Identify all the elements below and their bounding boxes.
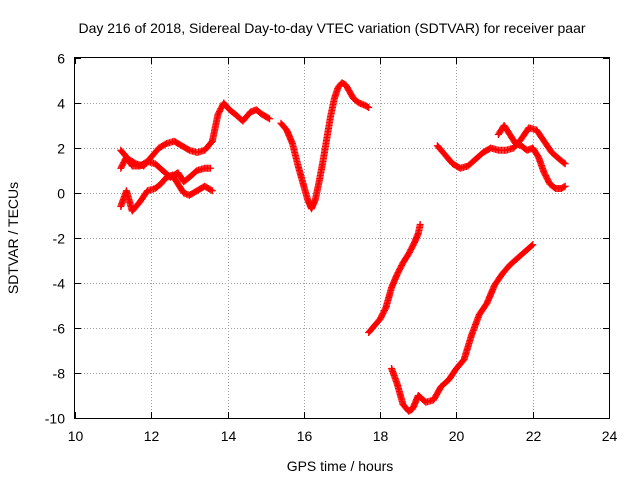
series-8 bbox=[433, 124, 569, 172]
data-point bbox=[264, 114, 272, 122]
y-tick-label: -10 bbox=[45, 411, 65, 427]
series-3 bbox=[277, 79, 373, 213]
chart-title: Day 216 of 2018, Sidereal Day-to-day VTE… bbox=[78, 20, 585, 36]
data-point bbox=[529, 241, 537, 249]
x-tick-label: 24 bbox=[602, 428, 618, 444]
series-6 bbox=[365, 221, 424, 336]
plot-frame bbox=[74, 57, 610, 419]
data-point bbox=[206, 164, 214, 172]
x-tick-label: 18 bbox=[373, 428, 389, 444]
x-tick-label: 22 bbox=[526, 428, 542, 444]
y-tick-label: -2 bbox=[53, 231, 66, 247]
series-7 bbox=[388, 241, 537, 415]
grid-lines bbox=[75, 58, 609, 418]
series-2 bbox=[208, 99, 274, 145]
series-9 bbox=[494, 122, 569, 192]
x-axis: 10 12 14 16 18 20 22 24 bbox=[68, 58, 618, 444]
x-tick-label: 16 bbox=[297, 428, 313, 444]
y-tick-label: 4 bbox=[57, 96, 65, 112]
data-point bbox=[528, 242, 536, 250]
y-tick-label: 0 bbox=[57, 186, 65, 202]
x-tick-label: 20 bbox=[449, 428, 465, 444]
data-points bbox=[117, 79, 569, 415]
x-tick-label: 12 bbox=[144, 428, 160, 444]
data-point bbox=[560, 159, 568, 167]
y-tick-label: -8 bbox=[53, 366, 66, 382]
series-5 bbox=[117, 171, 216, 215]
y-tick-label: 6 bbox=[57, 51, 65, 67]
data-point bbox=[561, 182, 569, 190]
y-axis-label: SDTVAR / TECUs bbox=[5, 182, 21, 294]
data-point bbox=[207, 186, 215, 194]
data-point bbox=[266, 115, 274, 123]
data-point bbox=[560, 183, 568, 191]
data-point bbox=[416, 221, 424, 228]
y-tick-label: 2 bbox=[57, 141, 65, 157]
data-point bbox=[365, 104, 373, 111]
data-point bbox=[363, 103, 371, 111]
data-point bbox=[208, 187, 216, 195]
x-tick-label: 14 bbox=[221, 428, 237, 444]
y-tick-label: -6 bbox=[53, 321, 66, 337]
y-axis: -10 -8 -6 -4 -2 0 2 4 6 bbox=[45, 51, 609, 427]
y-tick-label: -4 bbox=[53, 276, 66, 292]
x-axis-label: GPS time / hours bbox=[287, 458, 394, 474]
data-point bbox=[561, 160, 569, 168]
x-tick-label: 10 bbox=[68, 428, 84, 444]
